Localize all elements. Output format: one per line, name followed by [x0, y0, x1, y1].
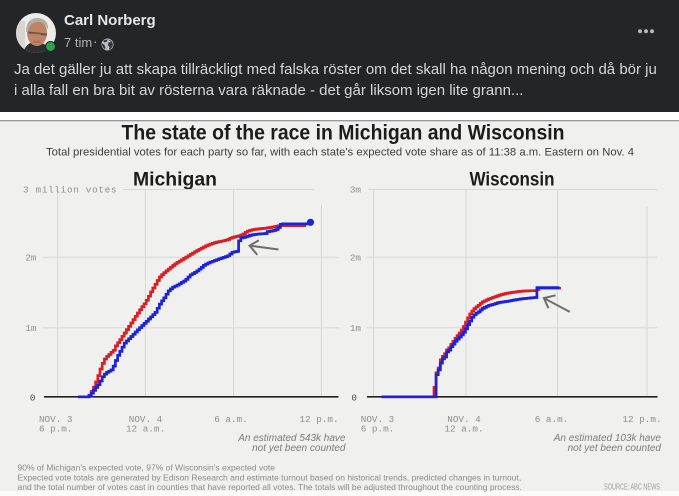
- svg-text:12 a.m.: 12 a.m.: [444, 424, 483, 435]
- svg-text:NOV. 3: NOV. 3: [361, 414, 394, 425]
- svg-text:1m: 1m: [25, 323, 37, 334]
- svg-text:0: 0: [30, 393, 36, 404]
- svg-text:2m: 2m: [25, 253, 37, 264]
- svg-text:6 p.m.: 6 p.m.: [39, 424, 72, 435]
- svg-text:An estimated 543k have: An estimated 543k have: [237, 433, 346, 444]
- svg-text:3 million votes: 3 million votes: [23, 185, 117, 196]
- svg-text:6 a.m.: 6 a.m.: [214, 414, 247, 425]
- svg-text:90% of Michigan's expected vot: 90% of Michigan's expected vote, 97% of …: [18, 463, 276, 473]
- svg-text:3m: 3m: [350, 185, 362, 196]
- svg-text:12 p.m.: 12 p.m.: [622, 414, 661, 425]
- svg-text:An estimated 103k have: An estimated 103k have: [553, 433, 662, 444]
- svg-text:Expected vote totals are gener: Expected vote totals are generated by Ed…: [18, 472, 522, 482]
- svg-text:0: 0: [351, 393, 357, 404]
- svg-text:Michigan: Michigan: [133, 170, 217, 191]
- svg-text:2m: 2m: [350, 253, 362, 264]
- svg-text:6 p.m.: 6 p.m.: [361, 424, 394, 435]
- svg-text:not yet been counted: not yet been counted: [252, 443, 346, 454]
- svg-text:Total presidential votes for e: Total presidential votes for each party …: [46, 147, 634, 159]
- svg-text:NOV. 4: NOV. 4: [129, 414, 163, 425]
- svg-text:12 a.m.: 12 a.m.: [126, 424, 165, 435]
- svg-text:The state of the race in Michi: The state of the race in Michigan and Wi…: [122, 121, 565, 144]
- svg-text:NOV. 4: NOV. 4: [447, 414, 481, 425]
- svg-text:Wisconsin: Wisconsin: [470, 170, 555, 191]
- svg-text:12 p.m.: 12 p.m.: [299, 414, 338, 425]
- svg-text:6 a.m.: 6 a.m.: [535, 414, 568, 425]
- svg-text:and the total number of votes: and the total number of votes cast in co…: [18, 482, 522, 492]
- svg-text:NOV. 3: NOV. 3: [39, 414, 72, 425]
- svg-text:not yet been counted: not yet been counted: [568, 443, 662, 454]
- svg-text:1m: 1m: [350, 323, 362, 334]
- svg-text:SOURCE: ABC NEWS: SOURCE: ABC NEWS: [604, 483, 660, 492]
